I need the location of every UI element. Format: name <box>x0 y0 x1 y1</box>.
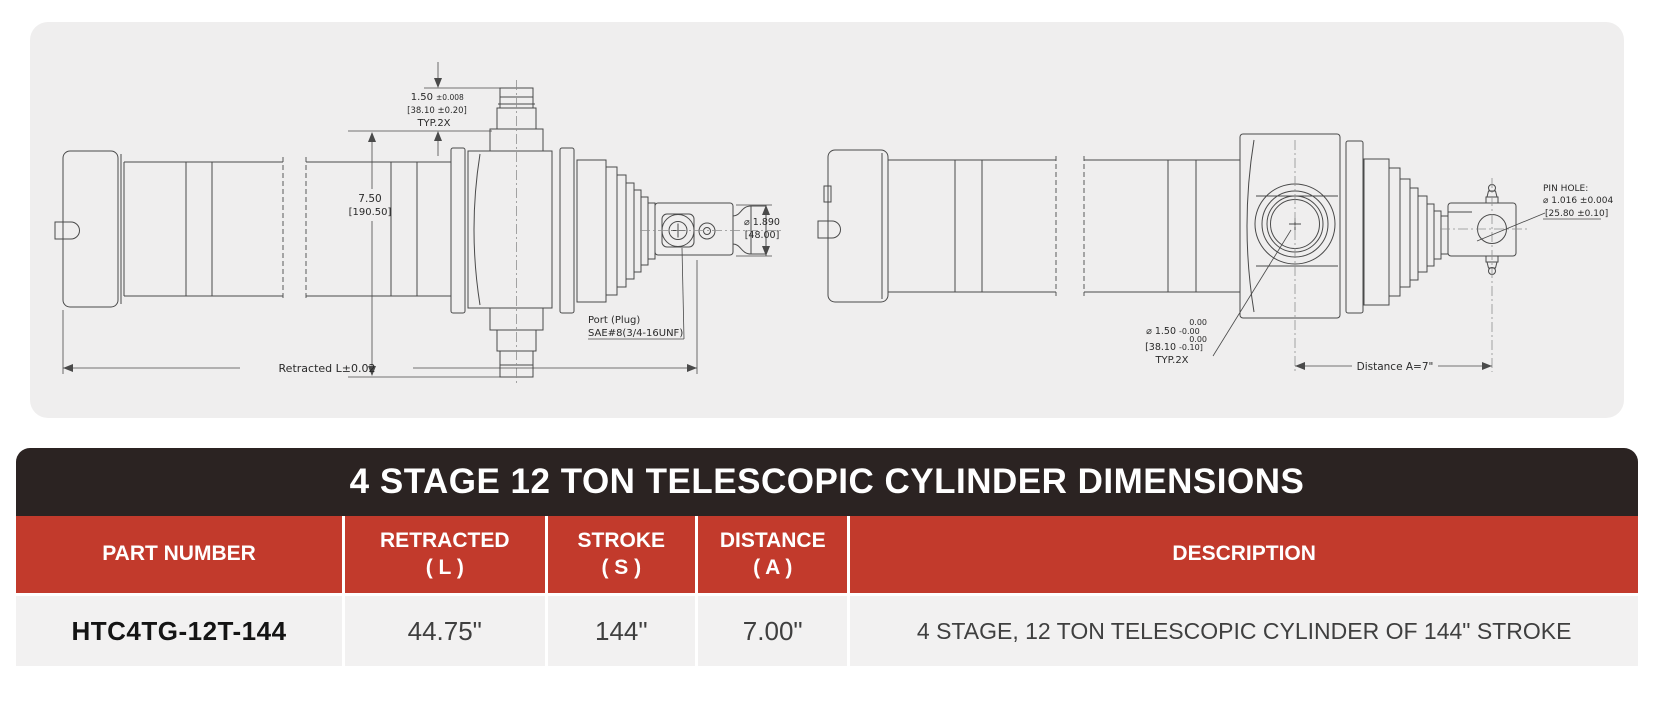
dim-distance-label: Distance A=7" <box>1357 361 1434 373</box>
table-grid: PART NUMBER RETRACTED ( L ) STROKE ( S )… <box>16 516 1638 666</box>
dimension-body-height: 7.50 [190.50] <box>348 132 505 378</box>
cell-part-number: HTC4TG-12T-144 <box>16 596 343 666</box>
port-label-line1: Port (Plug) <box>588 315 640 326</box>
telescoping-stages-right <box>1363 158 1449 306</box>
port-dia-typ: TYP.2X <box>1154 355 1188 366</box>
dimension-distance-a: Distance A=7" <box>1295 361 1492 373</box>
dimension-port-diameter: 0.00 ⌀ 1.50 -0.00 0.00 [38.10 -0.10] TYP… <box>1145 229 1292 366</box>
port-plug-label: Port (Plug) SAE#8(3/4-16UNF) <box>588 247 685 340</box>
dim-retracted-label: Retracted L±0.02 <box>279 362 376 375</box>
port-dia-mm-tol-top: 0.00 <box>1189 335 1207 344</box>
dim-port-height-in: 1.50 <box>411 92 433 103</box>
dim-port-height-tol: ±0.008 <box>436 93 464 102</box>
cylinder-barrel-right <box>887 156 1248 296</box>
column-header-retracted: RETRACTED ( L ) <box>345 516 545 593</box>
dim-rod-mm: [48.00] <box>745 230 780 241</box>
cylinder-rotated-view-drawing: PIN HOLE: ⌀ 1.016 ±0.004 [25.80 ±0.10] 0… <box>817 133 1613 373</box>
port-dia-tol-top: 0.00 <box>1189 318 1207 327</box>
column-header-part-number: PART NUMBER <box>16 516 343 593</box>
header-stroke-symbol: ( S ) <box>601 555 642 579</box>
header-stroke-label: STROKE <box>577 529 666 553</box>
dim-body-mm: [190.50] <box>349 207 392 218</box>
gland-block <box>450 147 575 314</box>
dimension-rod-diameter: ⌀ 1.890 [48.00] <box>736 204 780 257</box>
cylinder-cap <box>54 150 122 308</box>
pin-hole-line1: PIN HOLE: <box>1543 184 1588 194</box>
pin-hole-line3: [25.80 ±0.10] <box>1545 209 1608 219</box>
cell-stroke-value: 144" <box>547 596 696 666</box>
cylinder-barrel <box>123 157 452 301</box>
header-retracted-label: RETRACTED <box>380 529 510 553</box>
dim-port-height-mm: [38.10 ±0.20] <box>407 106 467 116</box>
pin-hole-line2: ⌀ 1.016 ±0.004 <box>1543 196 1613 206</box>
port-dia-tol-bot: -0.00 <box>1179 327 1200 336</box>
port-dia-mm: [38.10 <box>1145 342 1176 353</box>
technical-drawing-panel: 1.50 ±0.008 [38.10 ±0.20] TYP.2X 7.50 [1… <box>30 22 1624 418</box>
header-distance-label: DISTANCE <box>719 529 826 553</box>
port-label-line2: SAE#8(3/4-16UNF) <box>588 328 683 339</box>
dim-rod-in: ⌀ 1.890 <box>744 217 780 228</box>
dim-port-height-typ: TYP.2X <box>416 118 450 129</box>
telescoping-stages <box>576 159 656 303</box>
column-header-distance: DISTANCE ( A ) <box>698 516 848 593</box>
port-dia-main: ⌀ 1.50 <box>1146 326 1176 337</box>
cell-distance-value: 7.00" <box>698 596 848 666</box>
table-title: 4 STAGE 12 TON TELESCOPIC CYLINDER DIMEN… <box>16 448 1638 516</box>
header-distance-symbol: ( A ) <box>753 555 793 579</box>
column-header-stroke: STROKE ( S ) <box>547 516 696 593</box>
header-part-label: PART NUMBER <box>102 542 256 566</box>
pin-hole-label: PIN HOLE: ⌀ 1.016 ±0.004 [25.80 ±0.10] <box>1476 184 1613 242</box>
port-dia-mm-tol-bot: -0.10] <box>1179 343 1203 352</box>
cell-retracted-value: 44.75" <box>345 596 545 666</box>
cylinder-side-view-drawing: 1.50 ±0.008 [38.10 ±0.20] TYP.2X 7.50 [1… <box>54 62 782 384</box>
drawing-panel-background <box>30 22 1624 418</box>
dimensions-table: 4 STAGE 12 TON TELESCOPIC CYLINDER DIMEN… <box>16 448 1638 666</box>
header-retracted-symbol: ( L ) <box>425 555 464 579</box>
cell-description-value: 4 STAGE, 12 TON TELESCOPIC CYLINDER OF 1… <box>850 596 1638 666</box>
column-header-description: DESCRIPTION <box>850 516 1638 593</box>
header-description-label: DESCRIPTION <box>1172 542 1316 566</box>
dimension-retracted-length: Retracted L±0.02 <box>62 260 698 375</box>
dim-body-in: 7.50 <box>358 193 381 205</box>
dimension-port-height: 1.50 ±0.008 [38.10 ±0.20] TYP.2X <box>348 62 500 156</box>
